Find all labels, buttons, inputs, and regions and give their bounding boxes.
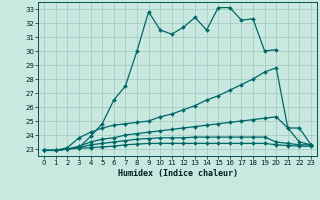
X-axis label: Humidex (Indice chaleur): Humidex (Indice chaleur) (118, 169, 238, 178)
